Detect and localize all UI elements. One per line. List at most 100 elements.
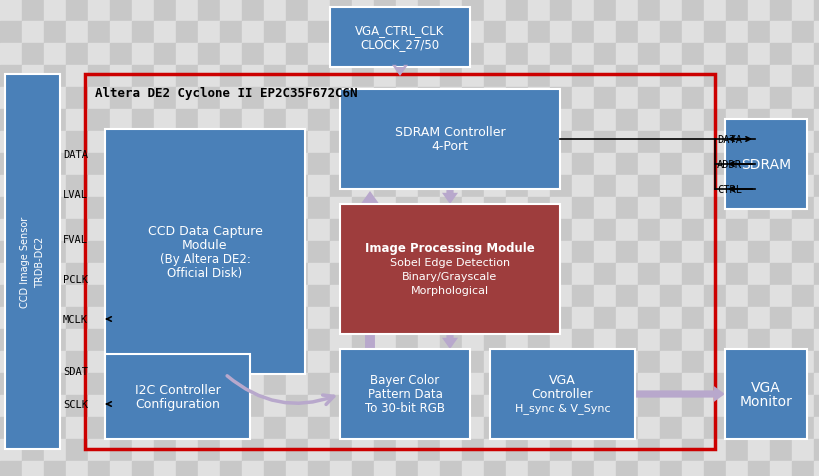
Bar bbox=[396, 439, 418, 461]
Bar bbox=[88, 307, 110, 329]
Text: To 30-bit RGB: To 30-bit RGB bbox=[364, 402, 445, 415]
Text: I2C Controller: I2C Controller bbox=[134, 383, 220, 396]
Bar bbox=[572, 44, 593, 66]
Bar bbox=[176, 44, 197, 66]
Bar bbox=[132, 263, 154, 286]
Bar bbox=[66, 198, 88, 219]
Bar bbox=[440, 154, 461, 176]
Bar bbox=[527, 154, 550, 176]
Bar bbox=[264, 329, 286, 351]
Bar bbox=[197, 373, 219, 395]
Bar bbox=[176, 0, 197, 22]
Bar bbox=[286, 132, 308, 154]
Bar bbox=[132, 395, 154, 417]
Bar bbox=[440, 417, 461, 439]
Text: Binary/Grayscale: Binary/Grayscale bbox=[402, 271, 497, 281]
Bar bbox=[637, 395, 659, 417]
Bar bbox=[219, 395, 242, 417]
Bar bbox=[418, 154, 440, 176]
Bar bbox=[219, 176, 242, 198]
Bar bbox=[704, 286, 725, 307]
Bar bbox=[0, 44, 22, 66]
Bar bbox=[373, 22, 396, 44]
Bar bbox=[242, 417, 264, 439]
Bar bbox=[572, 461, 593, 476]
Bar bbox=[242, 241, 264, 263]
Bar bbox=[681, 307, 704, 329]
Bar bbox=[769, 395, 791, 417]
Bar bbox=[351, 66, 373, 88]
Bar bbox=[550, 219, 572, 241]
Bar bbox=[461, 110, 483, 132]
Bar bbox=[483, 329, 505, 351]
Bar bbox=[176, 307, 197, 329]
Bar bbox=[527, 263, 550, 286]
Bar bbox=[572, 132, 593, 154]
Bar bbox=[154, 66, 176, 88]
Bar bbox=[264, 44, 286, 66]
Bar bbox=[681, 219, 704, 241]
Bar bbox=[637, 154, 659, 176]
Bar bbox=[154, 373, 176, 395]
Bar bbox=[637, 241, 659, 263]
Bar bbox=[527, 417, 550, 439]
Bar bbox=[44, 88, 66, 110]
Bar bbox=[132, 154, 154, 176]
Bar bbox=[351, 417, 373, 439]
Bar bbox=[308, 176, 329, 198]
Bar bbox=[550, 110, 572, 132]
Bar bbox=[769, 307, 791, 329]
Bar bbox=[176, 88, 197, 110]
Text: Altera DE2 Cyclone II EP2C35F672C6N: Altera DE2 Cyclone II EP2C35F672C6N bbox=[95, 86, 357, 99]
Bar bbox=[110, 351, 132, 373]
Bar bbox=[340, 90, 559, 189]
Bar bbox=[219, 219, 242, 241]
Bar bbox=[483, 132, 505, 154]
Bar bbox=[681, 241, 704, 263]
Bar bbox=[637, 351, 659, 373]
Bar bbox=[681, 395, 704, 417]
Bar bbox=[110, 286, 132, 307]
Polygon shape bbox=[634, 386, 724, 402]
Text: ADDR: ADDR bbox=[716, 159, 741, 169]
Bar bbox=[286, 44, 308, 66]
Bar bbox=[176, 351, 197, 373]
Bar bbox=[550, 66, 572, 88]
Bar bbox=[550, 286, 572, 307]
Bar bbox=[154, 351, 176, 373]
Bar bbox=[659, 329, 681, 351]
Bar bbox=[264, 132, 286, 154]
Bar bbox=[329, 154, 351, 176]
Bar bbox=[461, 22, 483, 44]
Bar bbox=[132, 22, 154, 44]
Bar bbox=[286, 329, 308, 351]
Bar bbox=[22, 417, 44, 439]
Bar bbox=[681, 176, 704, 198]
Bar bbox=[681, 373, 704, 395]
Bar bbox=[85, 75, 714, 449]
Bar bbox=[747, 286, 769, 307]
Bar bbox=[527, 439, 550, 461]
Bar bbox=[418, 110, 440, 132]
Bar bbox=[637, 66, 659, 88]
Bar bbox=[154, 88, 176, 110]
Bar bbox=[527, 198, 550, 219]
Bar bbox=[813, 241, 819, 263]
Bar bbox=[308, 351, 329, 373]
Bar bbox=[418, 263, 440, 286]
Bar bbox=[791, 307, 813, 329]
Bar bbox=[66, 461, 88, 476]
Bar bbox=[308, 241, 329, 263]
Bar bbox=[308, 154, 329, 176]
Bar bbox=[725, 395, 747, 417]
Text: VGA_CTRL_CLK: VGA_CTRL_CLK bbox=[355, 24, 444, 38]
Bar bbox=[704, 176, 725, 198]
Bar bbox=[747, 351, 769, 373]
Bar bbox=[791, 132, 813, 154]
Bar bbox=[483, 241, 505, 263]
Bar bbox=[572, 22, 593, 44]
Bar bbox=[264, 351, 286, 373]
Bar bbox=[681, 439, 704, 461]
Bar bbox=[242, 329, 264, 351]
Bar bbox=[550, 154, 572, 176]
